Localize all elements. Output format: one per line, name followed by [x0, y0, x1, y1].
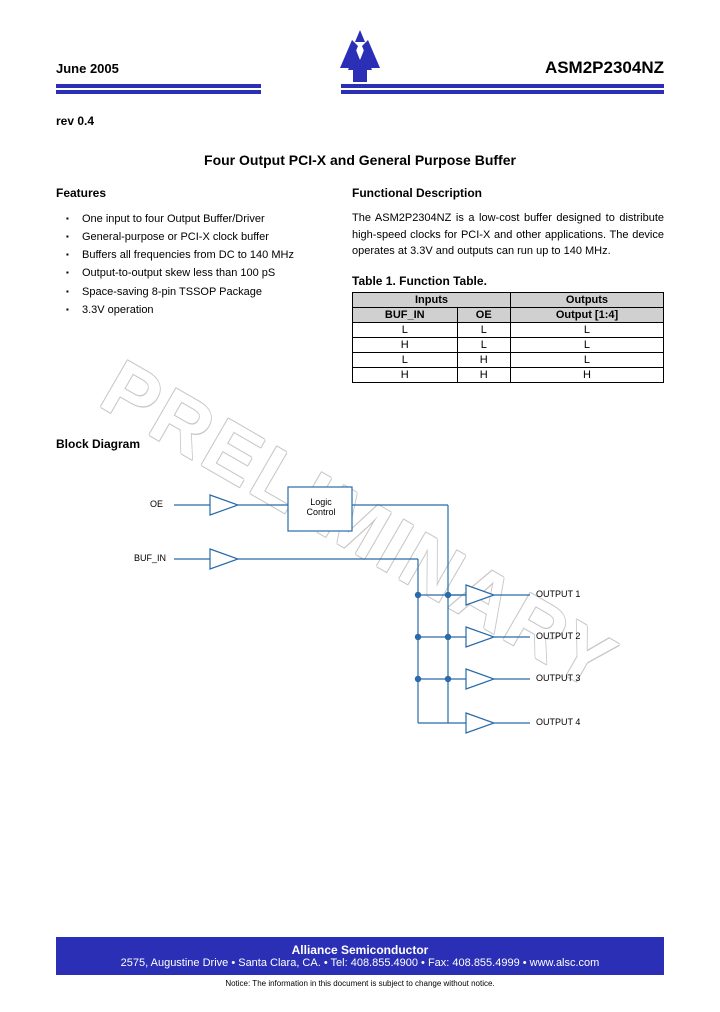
table-col-bufin: BUF_IN — [353, 307, 458, 322]
functional-description-heading: Functional Description — [352, 186, 664, 200]
block-diagram: OE BUF_IN Logic Control OUTPUT 1 OUTPUT … — [130, 475, 590, 745]
page-title: Four Output PCI-X and General Purpose Bu… — [56, 152, 664, 168]
company-logo-icon — [329, 28, 391, 87]
diagram-label-out4: OUTPUT 4 — [536, 717, 580, 727]
diagram-label-logic: Logic Control — [298, 497, 344, 519]
table-col-oe: OE — [457, 307, 510, 322]
header-date: June 2005 — [56, 61, 119, 82]
table-row: HLL — [353, 337, 664, 352]
datasheet-page: PRELIMINARY June 2005 ASM2P2304NZ rev 0.… — [0, 0, 720, 1012]
diagram-label-out3: OUTPUT 3 — [536, 673, 580, 683]
header-part-number: ASM2P2304NZ — [545, 58, 664, 82]
footer-company: Alliance Semiconductor — [60, 943, 660, 957]
functional-description-text: The ASM2P2304NZ is a low-cost buffer des… — [352, 210, 664, 260]
page-header: June 2005 ASM2P2304NZ — [56, 34, 664, 82]
function-table: Inputs Outputs BUF_IN OE Output [1:4] LL… — [352, 292, 664, 383]
footer-bar: Alliance Semiconductor 2575, Augustine D… — [56, 937, 664, 975]
function-table-body: LLL HLL LHL HHH — [353, 322, 664, 382]
footer-address: 2575, Augustine Drive • Santa Clara, CA.… — [60, 957, 660, 969]
revision-text: rev 0.4 — [56, 114, 664, 128]
feature-item: Space-saving 8-pin TSSOP Package — [82, 283, 314, 301]
feature-item: General-purpose or PCI-X clock buffer — [82, 228, 314, 246]
table-row: LHL — [353, 352, 664, 367]
block-diagram-heading: Block Diagram — [56, 437, 664, 451]
description-column: Functional Description The ASM2P2304NZ i… — [352, 186, 664, 383]
table-row: HHH — [353, 367, 664, 382]
features-column: Features One input to four Output Buffer… — [56, 186, 314, 383]
diagram-label-bufin: BUF_IN — [134, 553, 166, 563]
feature-item: 3.3V operation — [82, 301, 314, 319]
features-list: One input to four Output Buffer/Driver G… — [56, 210, 314, 319]
diagram-label-out2: OUTPUT 2 — [536, 631, 580, 641]
diagram-label-oe: OE — [150, 499, 163, 509]
page-footer: Alliance Semiconductor 2575, Augustine D… — [56, 937, 664, 988]
table-header-outputs: Outputs — [510, 292, 663, 307]
footer-notice: Notice: The information in this document… — [56, 979, 664, 988]
features-heading: Features — [56, 186, 314, 200]
diagram-label-out1: OUTPUT 1 — [536, 589, 580, 599]
function-table-caption: Table 1. Function Table. — [352, 274, 664, 288]
table-col-output: Output [1:4] — [510, 307, 663, 322]
table-header-inputs: Inputs — [353, 292, 511, 307]
feature-item: Output-to-output skew less than 100 pS — [82, 264, 314, 282]
feature-item: One input to four Output Buffer/Driver — [82, 210, 314, 228]
two-column-layout: Features One input to four Output Buffer… — [56, 186, 664, 383]
feature-item: Buffers all frequencies from DC to 140 M… — [82, 246, 314, 264]
table-row: LLL — [353, 322, 664, 337]
